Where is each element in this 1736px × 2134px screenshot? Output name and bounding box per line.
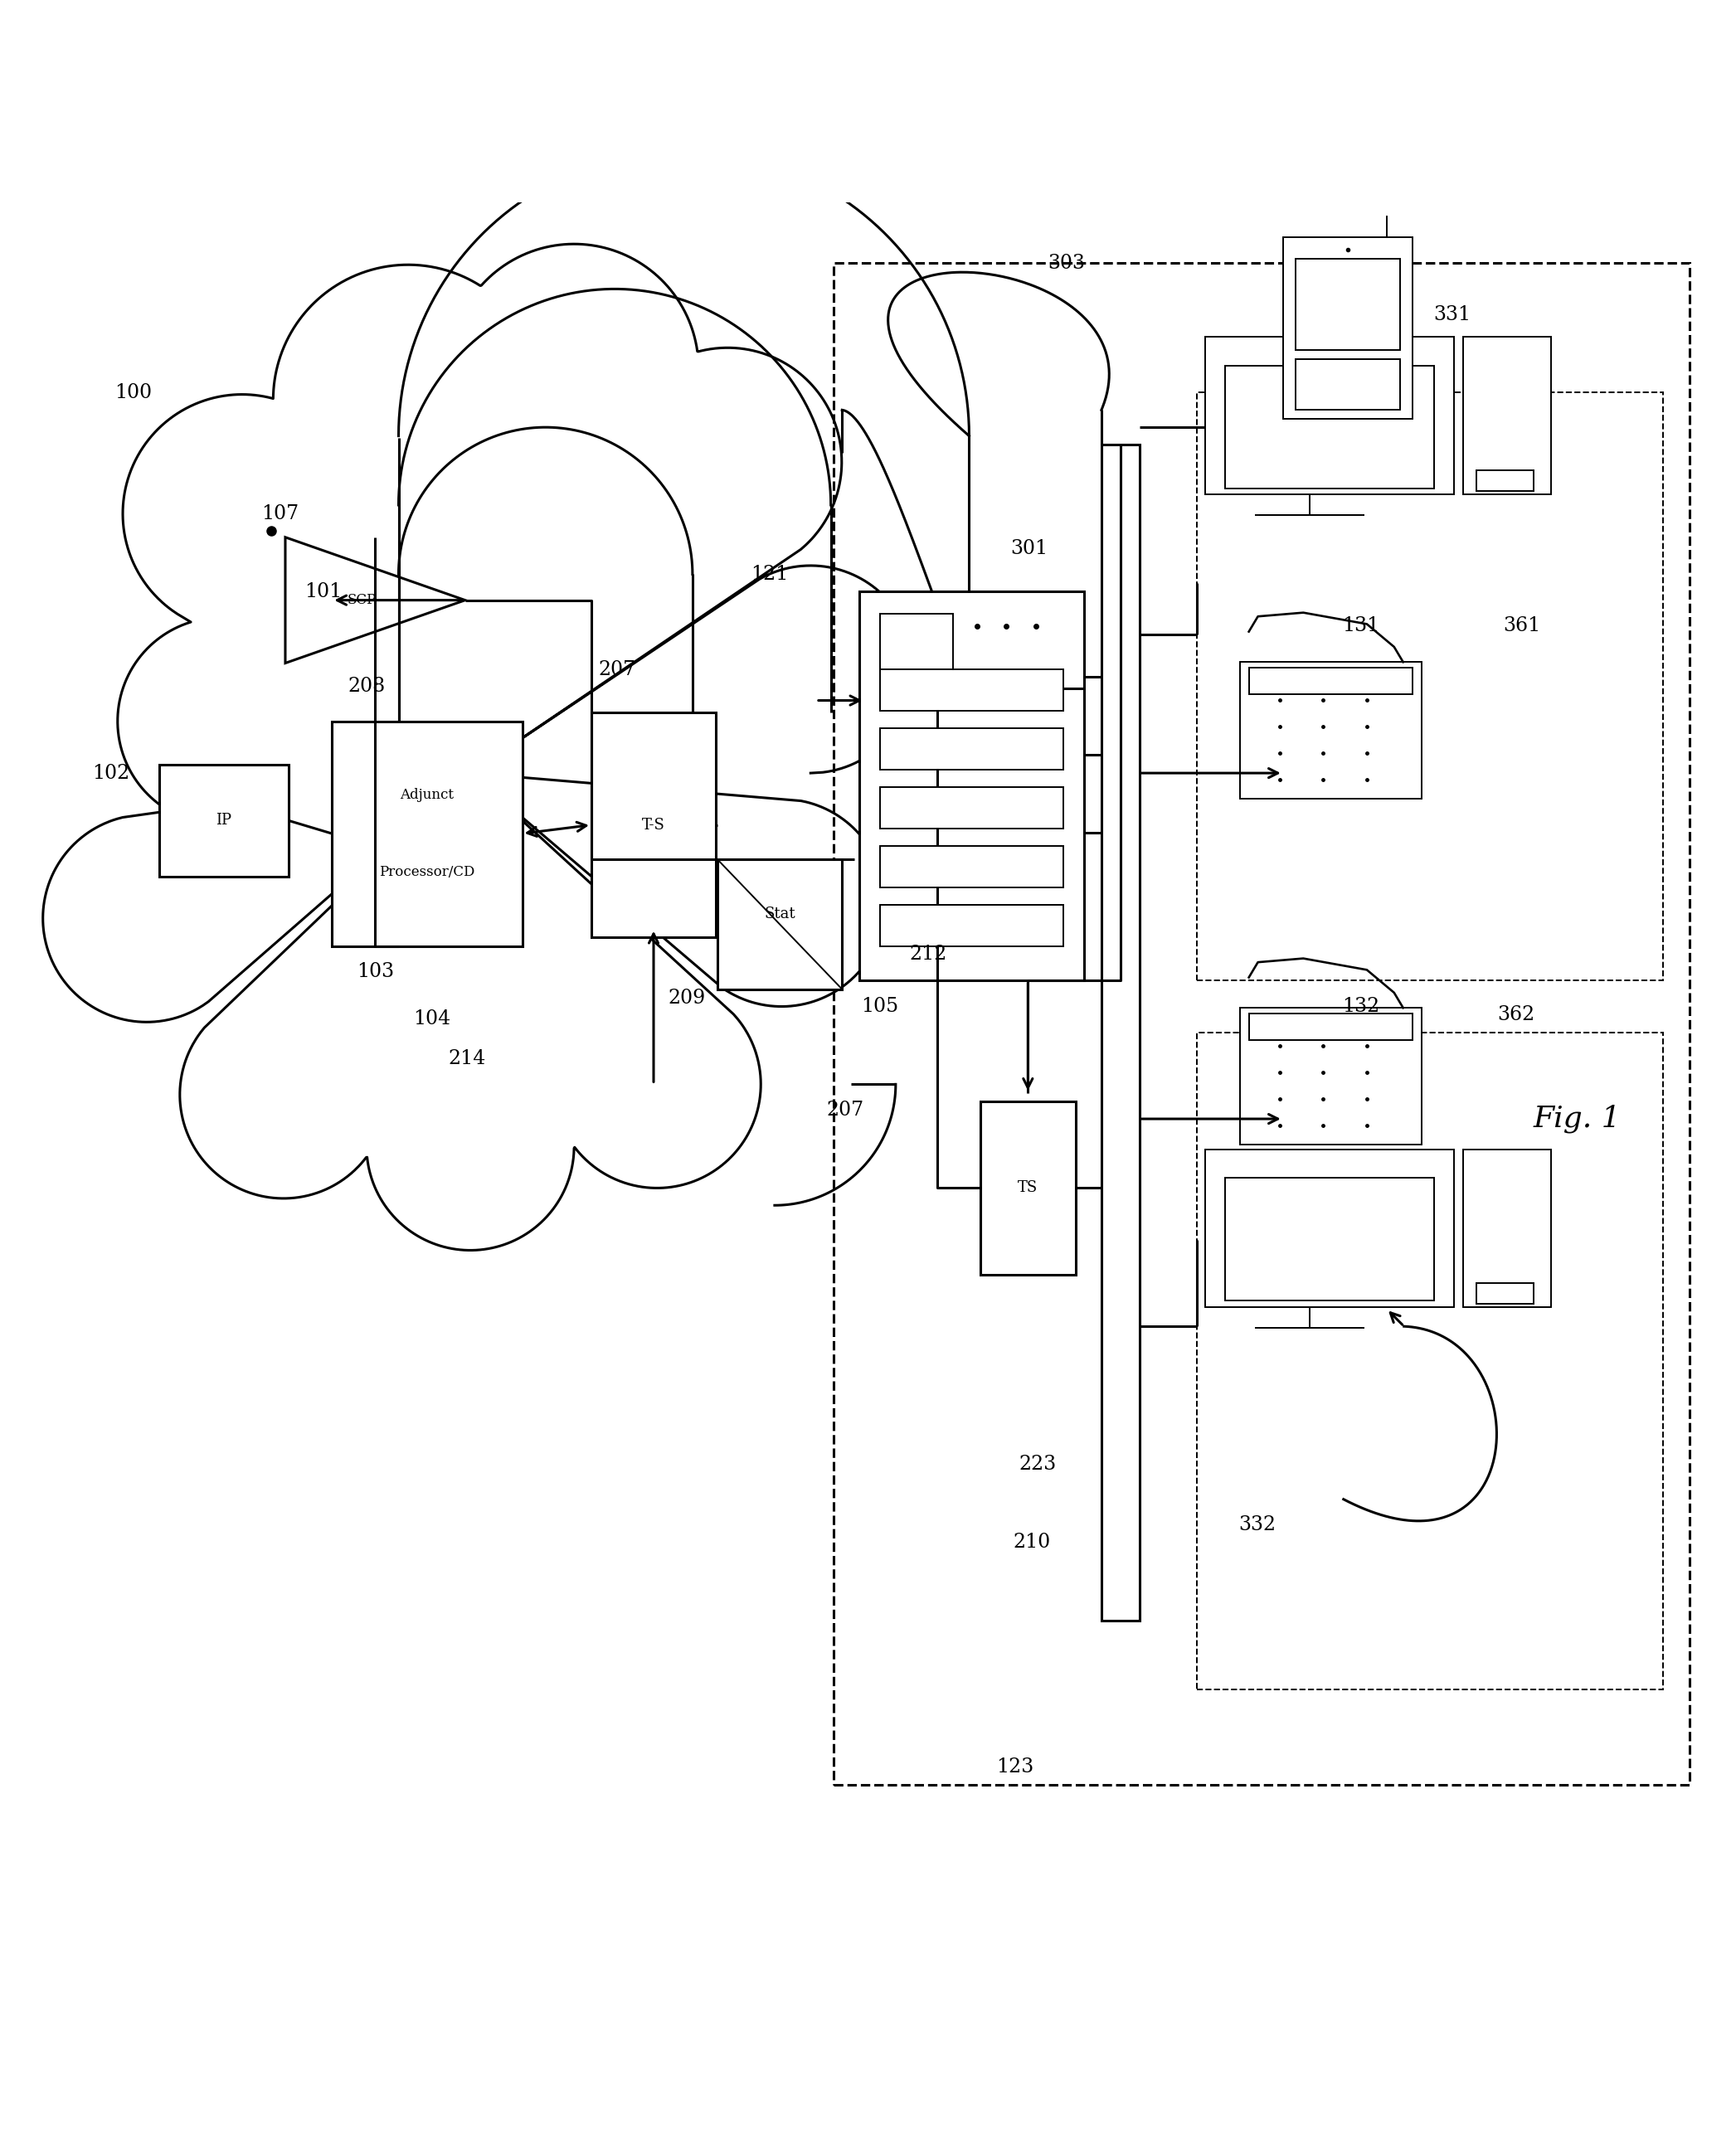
Text: 210: 210: [1014, 1532, 1050, 1551]
Text: 101: 101: [304, 583, 342, 602]
Text: 331: 331: [1434, 305, 1470, 324]
Text: T-S: T-S: [642, 817, 665, 832]
Polygon shape: [43, 243, 915, 1251]
FancyBboxPatch shape: [332, 721, 523, 945]
FancyBboxPatch shape: [1283, 237, 1413, 418]
Text: 209: 209: [668, 988, 705, 1007]
FancyBboxPatch shape: [880, 728, 1064, 770]
FancyBboxPatch shape: [1297, 258, 1399, 350]
Text: 105: 105: [861, 997, 899, 1016]
Text: 132: 132: [1342, 997, 1380, 1016]
Text: Processor/CD: Processor/CD: [378, 864, 476, 879]
Text: IP: IP: [215, 813, 233, 828]
FancyBboxPatch shape: [1476, 1283, 1533, 1304]
FancyBboxPatch shape: [592, 713, 715, 937]
Text: 223: 223: [1019, 1455, 1055, 1475]
Text: 102: 102: [92, 764, 130, 783]
FancyBboxPatch shape: [1240, 1007, 1422, 1144]
Text: 301: 301: [1010, 538, 1047, 557]
FancyBboxPatch shape: [880, 670, 1064, 711]
FancyBboxPatch shape: [1205, 337, 1455, 495]
FancyBboxPatch shape: [880, 905, 1064, 945]
Text: Fig. 1: Fig. 1: [1533, 1105, 1621, 1133]
Text: 131: 131: [1342, 617, 1380, 636]
FancyBboxPatch shape: [1463, 1150, 1550, 1306]
FancyBboxPatch shape: [1226, 365, 1434, 489]
Text: 207: 207: [826, 1101, 865, 1120]
FancyBboxPatch shape: [1240, 662, 1422, 798]
FancyBboxPatch shape: [880, 787, 1064, 828]
Text: 332: 332: [1238, 1515, 1276, 1534]
Text: 212: 212: [910, 945, 948, 965]
FancyBboxPatch shape: [1463, 337, 1550, 495]
FancyBboxPatch shape: [1476, 469, 1533, 491]
FancyBboxPatch shape: [160, 764, 288, 877]
Text: SCP: SCP: [347, 593, 377, 608]
Text: Stat: Stat: [764, 907, 795, 922]
Text: 361: 361: [1503, 617, 1540, 636]
Text: 103: 103: [356, 962, 394, 982]
FancyBboxPatch shape: [1101, 444, 1139, 1620]
FancyBboxPatch shape: [1248, 668, 1411, 694]
Text: 208: 208: [347, 676, 385, 696]
FancyBboxPatch shape: [1205, 1150, 1455, 1306]
Text: 121: 121: [750, 566, 788, 585]
FancyBboxPatch shape: [1226, 1178, 1434, 1302]
Text: 104: 104: [413, 1009, 451, 1029]
FancyBboxPatch shape: [717, 860, 842, 990]
Text: TS: TS: [1017, 1180, 1038, 1195]
Text: 207: 207: [599, 659, 635, 679]
FancyBboxPatch shape: [1297, 359, 1399, 410]
FancyBboxPatch shape: [880, 615, 953, 670]
Text: 362: 362: [1498, 1005, 1535, 1024]
Text: Adjunct: Adjunct: [399, 787, 455, 802]
Text: 100: 100: [115, 384, 151, 401]
Text: 303: 303: [1049, 254, 1085, 273]
FancyBboxPatch shape: [1248, 1014, 1411, 1039]
Text: 214: 214: [448, 1048, 486, 1067]
FancyBboxPatch shape: [981, 1101, 1076, 1274]
Text: 123: 123: [996, 1758, 1033, 1778]
FancyBboxPatch shape: [880, 845, 1064, 888]
FancyBboxPatch shape: [859, 591, 1085, 980]
Text: 107: 107: [262, 504, 299, 523]
